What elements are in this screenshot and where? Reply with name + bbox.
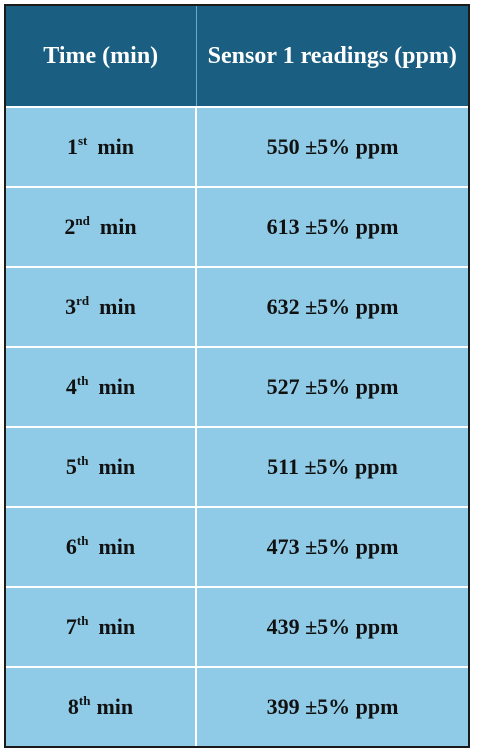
reading-cell: 527 ±5% ppm [196,347,468,428]
reading-cell: 632 ±5% ppm [196,267,468,348]
ordinal-suffix: th [76,533,89,548]
minute-unit: min [98,534,136,559]
time-cell: 4th min [6,347,197,428]
minute-number: 2 [64,214,76,239]
minute-unit: min [98,614,136,639]
table-row: 5th min 511 ±5% ppm [6,427,468,508]
ordinal-suffix: nd [75,213,90,228]
minute-unit: min [98,374,136,399]
minute-unit: min [97,134,135,159]
ordinal-suffix: st [77,133,88,148]
reading-cell: 399 ±5% ppm [196,667,468,746]
reading-cell: 511 ±5% ppm [196,427,468,508]
table-row: 1st min 550 ±5% ppm [6,107,468,188]
minute-unit: min [99,294,136,319]
sensor-readings-table: Time (min) Sensor 1 readings (ppm) 1st mi… [6,6,468,746]
reading-cell: 473 ±5% ppm [196,507,468,588]
minute-unit: min [98,454,136,479]
table-row: 6th min 473 ±5% ppm [6,507,468,588]
minute-number: 8 [67,694,79,719]
readings-table-frame: Time (min) Sensor 1 readings (ppm) 1st mi… [4,4,470,748]
table-row: 2nd min 613 ±5% ppm [6,187,468,268]
time-cell: 7th min [6,587,197,668]
header-sensor-readings: Sensor 1 readings (ppm) [196,6,468,108]
minute-number: 3 [65,294,77,319]
ordinal-suffix: th [76,373,89,388]
table-row: 3rd min 632 ±5% ppm [6,267,468,348]
minute-number: 7 [65,614,77,639]
minute-number: 1 [66,134,78,159]
table-row: 7th min 439 ±5% ppm [6,587,468,668]
table-row: 8th min 399 ±5% ppm [6,667,468,746]
reading-cell: 439 ±5% ppm [196,587,468,668]
header-row: Time (min) Sensor 1 readings (ppm) [6,6,468,108]
minute-number: 6 [65,534,77,559]
time-cell: 1st min [6,107,197,188]
table-row: 4th min 527 ±5% ppm [6,347,468,428]
ordinal-suffix: th [76,453,89,468]
time-cell: 5th min [6,427,197,508]
ordinal-suffix: rd [76,293,90,308]
minute-unit: min [96,694,134,719]
minute-unit: min [99,214,137,239]
time-cell: 3rd min [6,267,197,348]
minute-number: 4 [65,374,77,399]
ordinal-suffix: th [76,613,89,628]
time-cell: 8th min [6,667,197,746]
reading-cell: 550 ±5% ppm [196,107,468,188]
ordinal-suffix: th [78,693,91,708]
header-time: Time (min) [6,6,197,108]
time-cell: 6th min [6,507,197,588]
time-cell: 2nd min [6,187,197,268]
reading-cell: 613 ±5% ppm [196,187,468,268]
minute-number: 5 [65,454,77,479]
